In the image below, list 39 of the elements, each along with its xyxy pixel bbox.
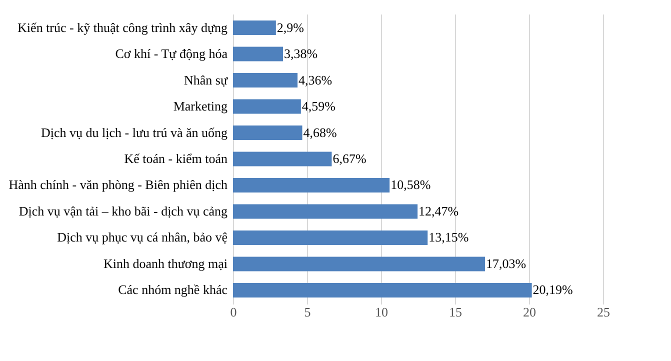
y-tick-label: Các nhóm nghề khác xyxy=(118,282,228,298)
x-tick-label: 5 xyxy=(304,304,311,320)
x-tick-label: 10 xyxy=(375,304,388,320)
bar xyxy=(233,204,418,219)
data-label: 13,15% xyxy=(428,230,469,245)
bar xyxy=(233,256,486,272)
bar xyxy=(233,126,302,140)
y-tick-label: Kiến trúc - kỹ thuật công trình xây dựng xyxy=(18,20,228,35)
data-label: 17,03% xyxy=(486,256,526,271)
data-label: 4,68% xyxy=(303,124,338,140)
bar xyxy=(233,46,284,62)
y-tick-label: Dịch vụ du lịch - lưu trú và ăn uống xyxy=(41,124,228,140)
bar xyxy=(233,230,428,245)
x-tick-label: 0 xyxy=(230,304,237,320)
bar xyxy=(233,73,298,88)
data-label: 3,38% xyxy=(284,46,318,62)
y-tick-label: Marketing xyxy=(173,98,228,114)
bar xyxy=(233,178,390,192)
x-tick-label: 25 xyxy=(597,304,610,320)
x-tick-label: 20 xyxy=(523,304,536,320)
y-tick-label: Dịch vụ phục vụ cá nhân, bảo vệ xyxy=(57,230,228,245)
data-label: 4,59% xyxy=(302,98,336,114)
bar xyxy=(233,152,332,166)
y-tick-label: Dịch vụ vận tải – kho bãi - dịch vụ cảng xyxy=(18,203,228,218)
y-tick-label: Cơ khí - Tự động hóa xyxy=(115,46,228,62)
y-tick-label: Nhân sự xyxy=(184,72,228,88)
bar xyxy=(233,99,301,114)
y-tick-label: Hành chính - văn phòng - Biên phiên dịch xyxy=(8,177,228,192)
data-label: 10,58% xyxy=(390,177,431,192)
bar xyxy=(233,283,532,298)
data-label: 2,9% xyxy=(276,20,304,35)
bar xyxy=(233,20,276,35)
data-label: 12,47% xyxy=(418,203,459,218)
y-tick-label: Kinh doanh thương mại xyxy=(103,256,228,271)
data-label: 20,19% xyxy=(532,282,574,298)
y-tick-label: Kế toán - kiểm toán xyxy=(124,151,228,166)
data-label: 6,67% xyxy=(332,151,366,166)
data-label: 4,36% xyxy=(298,72,332,88)
x-tick-label: 15 xyxy=(449,304,462,320)
